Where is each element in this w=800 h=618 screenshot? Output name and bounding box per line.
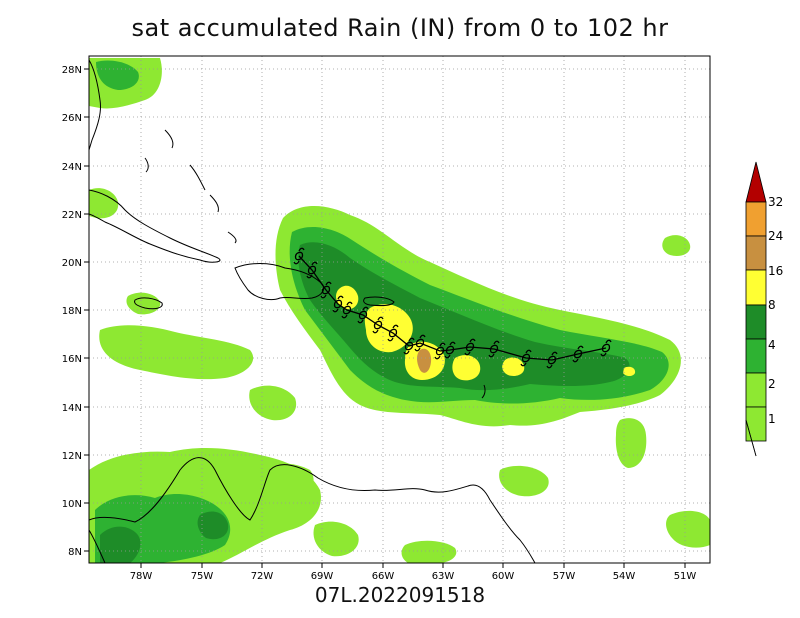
colorbar-swatch bbox=[745, 269, 767, 306]
colorbar-label: 8 bbox=[768, 298, 776, 312]
hurricane-symbol-icon bbox=[293, 247, 305, 265]
lat-label: 24N bbox=[62, 162, 82, 173]
colorbar-label: 16 bbox=[768, 264, 783, 278]
lon-axis: 78W 75W 72W 69W 66W 63W 60W 57W 54W 51W bbox=[130, 563, 697, 582]
hurricane-symbol-icon bbox=[414, 334, 426, 352]
lat-label: 26N bbox=[62, 113, 82, 124]
puerto-rico-coast bbox=[363, 296, 395, 307]
lat-label: 18N bbox=[62, 306, 82, 317]
hurricane-symbol-icon bbox=[444, 341, 456, 359]
lat-axis: 28N 26N 24N 22N 20N 18N 16N 14N 12N 10N … bbox=[62, 65, 89, 558]
colorbar-swatch bbox=[745, 235, 767, 271]
lon-label: 51W bbox=[674, 571, 697, 582]
rain-patch-w bbox=[89, 188, 119, 219]
hurricane-symbol-icon bbox=[306, 261, 318, 279]
rain-patch-carib-w bbox=[99, 325, 254, 380]
colombia-coast bbox=[89, 529, 106, 563]
lon-label: 66W bbox=[372, 571, 395, 582]
hurricane-symbol-icon bbox=[332, 295, 344, 313]
rain-core-yellow-5 bbox=[502, 357, 525, 376]
lon-label: 75W bbox=[191, 571, 214, 582]
rain-patch-nw-mid bbox=[96, 60, 139, 90]
lon-label: 57W bbox=[553, 571, 576, 582]
hurricane-symbol-icon bbox=[434, 342, 446, 360]
hurricane-symbol-icon bbox=[572, 345, 584, 363]
rain-patch-s2 bbox=[615, 418, 647, 468]
colorbar-label: 2 bbox=[768, 377, 776, 391]
lat-label: 10N bbox=[62, 499, 82, 510]
rain-south-light-3 bbox=[313, 521, 359, 557]
hurricane-symbol-icon bbox=[600, 339, 612, 357]
lat-label: 22N bbox=[62, 210, 82, 221]
colorbar-label: 24 bbox=[768, 229, 783, 243]
colorbar-swatch bbox=[745, 201, 767, 237]
colorbar-label: 1 bbox=[768, 412, 776, 426]
rain-patch-se bbox=[666, 510, 710, 548]
bahamas-4 bbox=[227, 231, 237, 244]
map-area bbox=[89, 56, 710, 563]
cuba-coast bbox=[89, 189, 221, 263]
lon-label: 69W bbox=[311, 571, 334, 582]
rain-core-tan bbox=[417, 348, 432, 373]
hurricane-symbol-icon bbox=[387, 324, 399, 342]
lon-label: 63W bbox=[432, 571, 455, 582]
lat-label: 8N bbox=[68, 547, 82, 558]
lat-label: 12N bbox=[62, 451, 82, 462]
colorbar: 32 24 16 8 4 2 1 bbox=[745, 161, 783, 457]
jamaica-coast bbox=[134, 297, 163, 310]
bahamas-5 bbox=[144, 157, 149, 173]
bahamas-1 bbox=[164, 129, 174, 149]
hurricane-symbol-icon bbox=[546, 351, 558, 369]
hispaniola-coast bbox=[234, 263, 325, 301]
coastlines bbox=[89, 59, 536, 563]
rain-south-light-2 bbox=[255, 463, 314, 502]
rain-south-dark-2 bbox=[197, 511, 229, 540]
storm-id-label: 07L.2022091518 bbox=[314, 583, 486, 607]
rain-core-yellow-6 bbox=[623, 366, 636, 376]
hurricane-symbol-icon bbox=[403, 337, 415, 355]
rain-south-dark bbox=[100, 526, 141, 563]
hurricane-symbol-icon bbox=[341, 301, 353, 319]
rain-patch-s4 bbox=[499, 465, 549, 497]
map-title: sat accumulated Rain (IN) from 0 to 102 … bbox=[131, 14, 669, 42]
rain-core-yellow-2 bbox=[364, 304, 413, 353]
colorbar-label: 4 bbox=[768, 338, 776, 352]
lon-label: 54W bbox=[613, 571, 636, 582]
colorbar-swatch bbox=[745, 406, 767, 442]
hurricane-symbol-icon bbox=[357, 306, 369, 324]
lon-label: 72W bbox=[251, 571, 274, 582]
hurricane-symbol-icon bbox=[372, 316, 384, 334]
hurricane-symbol-icon bbox=[520, 349, 532, 367]
lon-label: 78W bbox=[130, 571, 153, 582]
rain-patch-s3 bbox=[401, 540, 457, 563]
rain-core-yellow-4 bbox=[452, 355, 481, 381]
rain-patch-e bbox=[662, 235, 691, 256]
storm-symbols bbox=[293, 247, 612, 369]
guyana-coast bbox=[489, 499, 536, 563]
colorbar-arrow-top bbox=[745, 161, 767, 203]
hurricane-symbol-icon bbox=[464, 338, 476, 356]
bahamas-3 bbox=[209, 194, 219, 213]
hurricane-symbol-icon bbox=[488, 340, 500, 358]
lon-label: 60W bbox=[492, 571, 515, 582]
rain-patch-carib-c bbox=[249, 385, 297, 421]
hurricane-symbol-icon bbox=[320, 281, 332, 299]
colorbar-swatch bbox=[745, 372, 767, 408]
lat-label: 28N bbox=[62, 65, 82, 76]
lat-label: 20N bbox=[62, 258, 82, 269]
map-grid bbox=[89, 56, 710, 563]
lat-label: 16N bbox=[62, 354, 82, 365]
colorbar-label: 32 bbox=[768, 195, 783, 209]
florida-coast bbox=[89, 59, 101, 151]
colorbar-swatch bbox=[745, 304, 767, 340]
lat-label: 14N bbox=[62, 403, 82, 414]
rain-swath-dark bbox=[298, 242, 630, 391]
venezuela-coast bbox=[89, 457, 491, 523]
bahamas-2 bbox=[189, 164, 206, 191]
lesser-antilles bbox=[481, 384, 486, 399]
colorbar-swatch bbox=[745, 338, 767, 374]
